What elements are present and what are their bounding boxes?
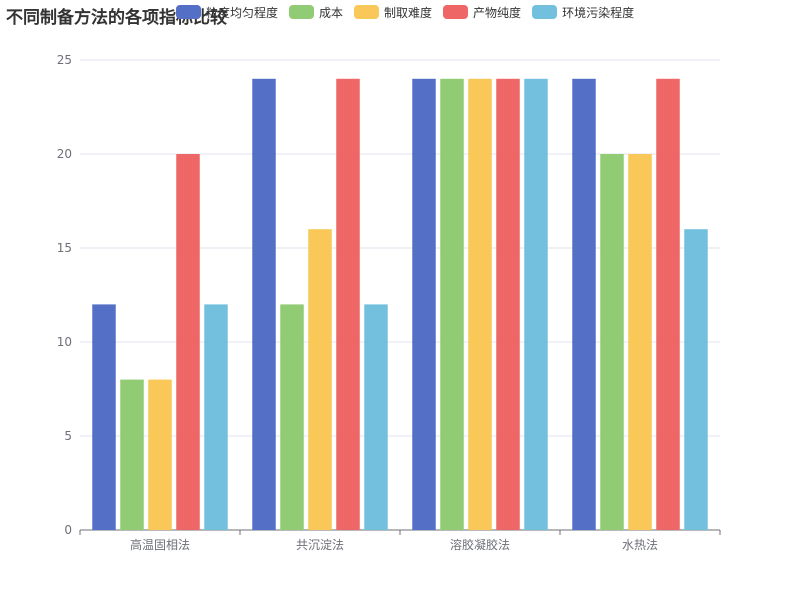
legend-label: 环境污染程度 — [562, 5, 635, 20]
legend: 粒度均匀程度 成本 制取难度 产物纯度 环境污染程度 — [176, 4, 645, 20]
bar — [308, 229, 332, 530]
y-tick-label: 15 — [57, 241, 72, 255]
y-tick-label: 20 — [57, 147, 72, 161]
x-tick-label: 溶胶凝胶法 — [450, 537, 510, 552]
bar — [412, 78, 436, 531]
bar — [468, 78, 492, 531]
legend-item[interactable]: 成本 — [289, 4, 343, 21]
bar — [120, 379, 144, 530]
bar — [628, 154, 652, 530]
legend-swatch — [289, 5, 315, 19]
legend-label: 制取难度 — [384, 5, 433, 20]
legend-swatch — [354, 5, 380, 19]
legend-label: 产物纯度 — [473, 5, 522, 20]
bar — [524, 78, 548, 531]
bar — [148, 379, 172, 530]
chart-title: 不同制备方法的各项指标比较 — [6, 8, 227, 28]
x-tick-label: 水热法 — [622, 538, 658, 552]
bar — [176, 154, 200, 530]
bar — [204, 304, 228, 530]
bar — [280, 304, 304, 530]
bar — [252, 78, 276, 531]
legend-item[interactable]: 环境污染程度 — [532, 4, 634, 21]
legend-swatch — [532, 5, 558, 19]
legend-swatch — [176, 5, 201, 19]
legend-item[interactable]: 粒度均匀程度 — [176, 4, 278, 21]
bar — [600, 154, 624, 530]
bar — [684, 229, 708, 530]
y-tick-label: 10 — [57, 335, 72, 349]
bar — [656, 78, 680, 531]
bar — [440, 78, 464, 531]
y-tick-label: 5 — [64, 429, 72, 443]
x-tick-label: 高温固相法 — [130, 537, 190, 552]
y-tick-label: 0 — [64, 523, 72, 537]
legend-label: 粒度均匀程度 — [206, 5, 279, 20]
legend-item[interactable]: 制取难度 — [354, 4, 432, 21]
bar — [92, 304, 116, 530]
x-tick-label: 共沉淀法 — [296, 538, 344, 552]
y-tick-label: 25 — [57, 53, 72, 67]
legend-item[interactable]: 产物纯度 — [443, 4, 521, 21]
bar — [572, 78, 596, 531]
bar — [364, 304, 388, 530]
bar — [336, 78, 360, 531]
legend-swatch — [443, 5, 469, 19]
legend-label: 成本 — [319, 5, 344, 20]
bar — [496, 78, 520, 531]
